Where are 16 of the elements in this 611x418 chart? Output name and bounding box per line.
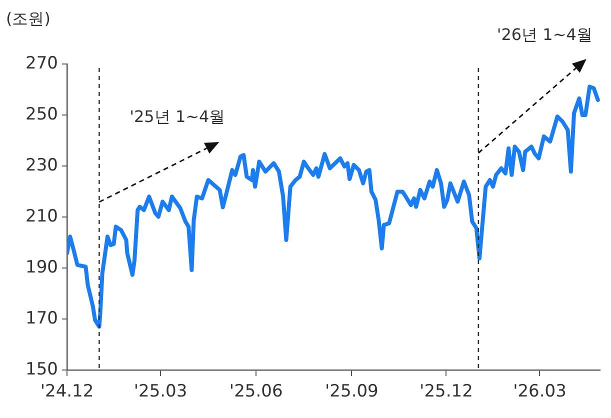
y-tick-label: 250 [26, 104, 58, 124]
y-tick-label: 150 [26, 359, 58, 380]
text: '26년 1~4월 [496, 25, 592, 44]
y-tick-label: 210 [26, 206, 58, 226]
x-tick-label: '25.06 [229, 382, 283, 402]
y-tick-label: 270 [26, 53, 58, 74]
y-tick-label: 230 [26, 155, 58, 176]
x-tick-label: '24.12 [40, 382, 94, 402]
annotation: '25년 1~4월 [130, 107, 226, 126]
y-axis-title: (조원) [6, 9, 50, 28]
x-tick-label: '25.12 [420, 382, 473, 402]
x-tick-label: '25.09 [325, 382, 378, 402]
x-tick-label: '25.03 [134, 382, 188, 402]
y-tick-label: 170 [26, 308, 58, 328]
x-tick-label: '26.03 [513, 382, 566, 402]
y-tick-label: 190 [26, 257, 58, 278]
